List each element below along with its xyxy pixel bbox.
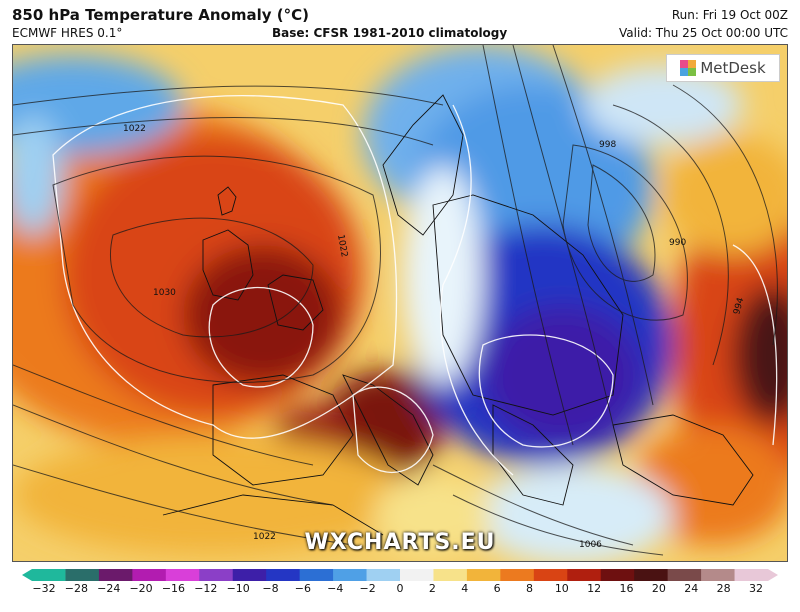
colorbar-segment [266, 569, 301, 581]
colorbar-tick-label: 6 [493, 582, 501, 595]
colorbar-tick-label: −6 [294, 582, 312, 595]
colorbar-tick-label: 16 [619, 582, 634, 595]
isobar-label: 1022 [123, 124, 146, 134]
colorbar-tick-label: 8 [525, 582, 533, 595]
isobar-label: 1022 [253, 532, 276, 542]
colorbar-segment [466, 569, 501, 581]
colorbar-tick-label: 0 [396, 582, 404, 595]
colorbar-tick-label: −12 [194, 582, 218, 595]
colorbar-segment [132, 569, 167, 581]
model-label: ECMWF HRES 0.1° [12, 26, 123, 40]
colorbar-segment [22, 569, 66, 581]
colorbar-tick-label: −16 [161, 582, 186, 595]
colorbar-tick-label: 4 [461, 582, 469, 595]
colorbar-tick-label: 20 [651, 582, 666, 595]
colorbar-tick-label: 10 [554, 582, 569, 595]
map-title: 850 hPa Temperature Anomaly (°C) [12, 6, 309, 24]
colorbar-segment [65, 569, 100, 581]
colorbar-tick-label: −10 [226, 582, 250, 595]
colorbar-segment [567, 569, 602, 581]
colorbar-segment [701, 569, 736, 581]
isobar-label: 998 [599, 140, 616, 150]
isobar-label: 1030 [153, 288, 176, 298]
colorbar-segment [232, 569, 267, 581]
colorbar-segment [667, 569, 702, 581]
colorbar-tick-label: −4 [327, 582, 344, 595]
run-time-label: Run: Fri 19 Oct 00Z [671, 8, 788, 22]
colorbar-tick-label: −8 [262, 582, 279, 595]
colorbar-segment [400, 569, 434, 581]
isobar-label-group: 1022 1030 1022 998 990 994 1006 1022 [123, 124, 746, 550]
colorbar-segment [734, 569, 778, 581]
colorbar-tick-label: −2 [359, 582, 376, 595]
colorbar-tick-label: 28 [716, 582, 731, 595]
valid-time-label: Valid: Thu 25 Oct 00:00 UTC [619, 26, 788, 40]
metdesk-logo-text: MetDesk [700, 59, 766, 77]
colorbar-tick-label: 32 [749, 582, 763, 595]
colorbar-tick-label: 24 [684, 582, 699, 595]
isobar-label: 990 [669, 238, 686, 248]
metdesk-logo: MetDesk [666, 54, 780, 82]
colorbar-segment [634, 569, 669, 581]
isobar-label: 1022 [335, 234, 349, 258]
colorbar-tick-label: 12 [587, 582, 602, 595]
colorbar-segment [366, 569, 401, 581]
colorbar-ticks: −32 −28 −24 −20 −16 −12 −10 −8 −6 −4 −2 0 2 4 6 8 10 12 16… [22, 582, 778, 600]
colorbar-tick-label: −20 [129, 582, 153, 595]
colorbar [22, 569, 778, 581]
isobar-label: 1006 [579, 540, 602, 550]
colorbar-segment [333, 569, 368, 581]
isobars [13, 45, 778, 556]
metdesk-logo-icon [680, 60, 697, 76]
wxcharts-watermark: WXCHARTS.EU [304, 530, 496, 555]
colorbar-segment [165, 569, 200, 581]
anomaly-map[interactable]: 1022 1030 1022 998 990 994 1006 1022 [12, 44, 788, 562]
base-climatology-label: Base: CFSR 1981-2010 climatology [272, 26, 508, 40]
map-canvas: 1022 1030 1022 998 990 994 1006 1022 [13, 45, 787, 561]
colorbar-segment [98, 569, 133, 581]
colorbar-tick-label: −32 [32, 582, 56, 595]
colorbar-tick-label: 2 [428, 582, 436, 595]
anomaly-contours [52, 95, 778, 476]
colorbar-segment [199, 569, 234, 581]
colorbar-tick-label: −28 [64, 582, 88, 595]
colorbar-tick-label: −24 [97, 582, 121, 595]
colorbar-segment [433, 569, 468, 581]
colorbar-segment [600, 569, 635, 581]
colorbar-segment [299, 569, 334, 581]
colorbar-segment [500, 569, 535, 581]
isobar-label: 994 [732, 296, 746, 315]
colorbar-segment [533, 569, 568, 581]
